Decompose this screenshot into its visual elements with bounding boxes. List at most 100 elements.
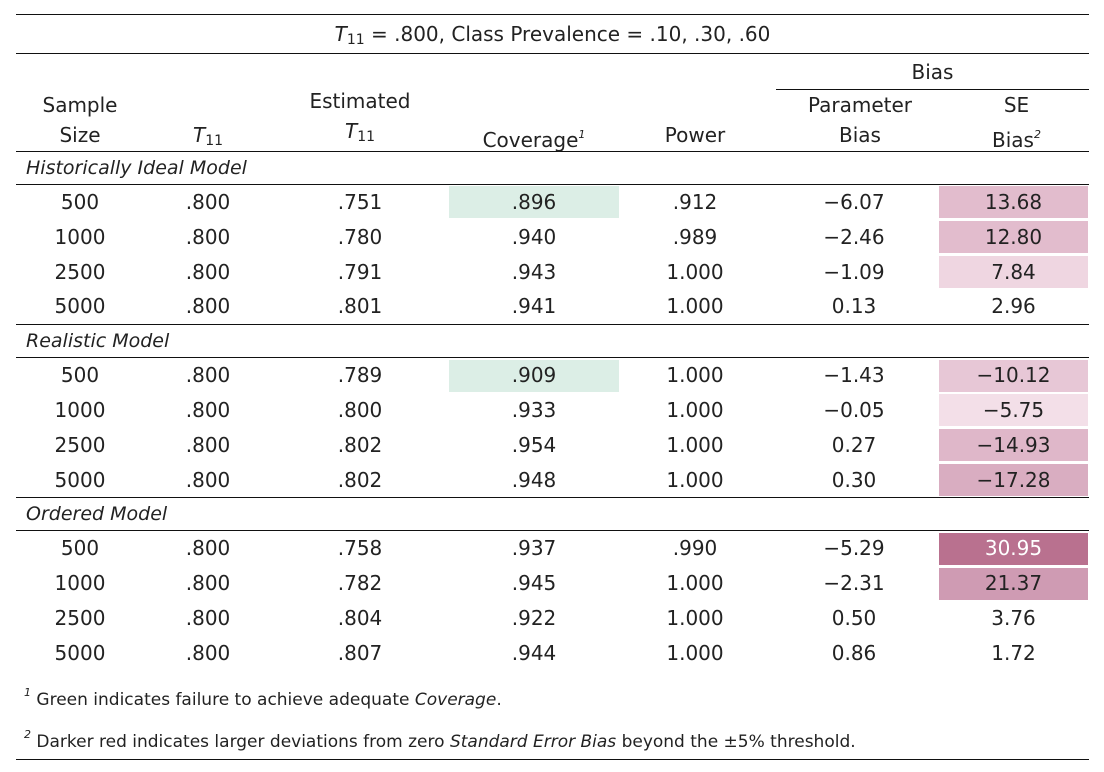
se-bias-cell: 30.95 [939,532,1088,565]
parameter-bias-cell: −2.31 [823,571,885,596]
parameter-bias-cell: 0.13 [831,294,877,319]
results-table: T11 = .800, Class Prevalence = .10, .30,… [16,14,1089,760]
sample-size-cell: 2500 [54,259,106,284]
header-se-footnote-mark: 2 [1033,128,1041,141]
group-rule [16,324,1089,326]
header-sample-line2: Size [59,123,101,147]
sample-size-cell: 2500 [54,432,106,457]
se-bias-cell: 12.80 [939,221,1088,254]
coverage-cell: .937 [511,536,557,561]
table-title: T11 = .800, Class Prevalence = .10, .30,… [16,15,1089,53]
table-header: Bias Sample Size T11 Estimated T11 Cover… [16,54,1089,152]
estimated-t11-cell: .802 [337,432,383,457]
power-cell: .990 [672,536,718,561]
top-rule [16,14,1089,15]
t11-cell: .800 [185,294,231,319]
se-bias-cell: −5.75 [939,394,1088,427]
group-label: Realistic Model [26,330,170,353]
estimated-t11-cell: .804 [337,605,383,630]
estimated-t11-cell: .791 [337,259,383,284]
header-power: Power [664,123,726,147]
se-bias-cell: −17.28 [939,463,1088,496]
coverage-cell: .948 [511,467,557,492]
header-param-line2: Bias [839,123,881,147]
table-row: 2500 .800 .791 .943 1.000 −1.09 7.84 [16,255,1089,290]
parameter-bias-cell: −5.29 [823,536,885,561]
table-notes: 1 Green indicates failure to achieve ade… [16,671,1089,755]
t11-cell: .800 [185,397,231,422]
header-estimated-t11: Estimated T11 [272,86,448,152]
group-rule [16,151,1089,152]
estimated-t11-cell: .758 [337,536,383,561]
title-rule [16,53,1089,54]
parameter-bias-cell: 0.30 [831,467,877,492]
coverage-cell: .954 [511,432,557,457]
estimated-t11-cell: .751 [337,190,383,214]
coverage-cell: .941 [511,294,557,319]
bias-group-rule [776,89,1089,90]
parameter-bias-cell: −1.43 [823,363,885,388]
footnote-2-end: beyond the ±5% threshold. [616,731,856,752]
table-row: 500 .800 .758 .937 .990 −5.29 30.95 [16,531,1089,566]
se-bias-cell: 1.72 [991,640,1036,665]
estimated-t11-cell: .801 [337,294,383,319]
header-estimated-subscript: 11 [357,129,376,145]
power-cell: .912 [672,190,718,214]
power-cell: 1.000 [666,397,724,422]
t11-cell: .800 [185,432,231,457]
header-se-line2: Bias [992,128,1034,152]
sample-size-cell: 500 [60,363,100,388]
se-bias-cell: 2.96 [991,294,1036,319]
title-text: = .800, Class Prevalence = .10, .30, .60 [364,22,771,46]
t11-cell: .800 [185,536,231,561]
power-cell: 1.000 [666,467,724,492]
sample-size-cell: 1000 [54,571,106,596]
coverage-cell: .933 [511,397,557,422]
sample-size-cell: 2500 [54,605,106,630]
sample-size-cell: 500 [60,536,100,561]
header-se-line1: SE [1003,93,1030,117]
power-cell: 1.000 [666,363,724,388]
header-se-bias: SE Bias2 [944,90,1089,155]
header-coverage-footnote-mark: 1 [578,128,586,141]
table-row: 5000 .800 .802 .948 1.000 0.30 −17.28 [16,463,1089,498]
power-cell: 1.000 [666,571,724,596]
header-t11-symbol: T [192,123,206,147]
footnote-1-mark: 1 [24,685,31,699]
footnote-2-italic: Standard Error Bias [449,731,617,752]
group-label: Historically Ideal Model [26,157,247,179]
power-cell: .989 [672,224,718,249]
header-param-line1: Parameter [807,93,913,117]
table-row: 2500 .800 .804 .922 1.000 0.50 3.76 [16,601,1089,636]
header-coverage-label: Coverage [482,128,579,152]
group-label-rule [16,184,1089,185]
footnote-1-text: Green indicates failure to achieve adequ… [31,689,415,710]
table-row: 500 .800 .751 .896 .912 −6.07 13.68 [16,185,1089,220]
title-t-subscript: 11 [346,32,365,48]
header-t11: T11 [144,120,272,156]
bias-group-label: Bias [911,60,954,84]
table-row: 1000 .800 .780 .940 .989 −2.46 12.80 [16,220,1089,255]
estimated-t11-cell: .800 [337,397,383,422]
se-bias-cell: 13.68 [939,186,1088,219]
parameter-bias-cell: 0.50 [831,605,877,630]
t11-cell: .800 [185,571,231,596]
parameter-bias-cell: −2.46 [823,224,885,249]
power-cell: 1.000 [666,605,724,630]
group-label: Ordered Model [26,503,168,526]
parameter-bias-cell: 0.27 [831,432,877,457]
table-row: 500 .800 .789 .909 1.000 −1.43 −10.12 [16,358,1089,393]
sample-size-cell: 5000 [54,640,106,665]
sample-size-cell: 1000 [54,224,106,249]
footnote-1-italic: Coverage [414,689,497,710]
t11-cell: .800 [185,259,231,284]
group-label-rule [16,357,1089,359]
footnote-1: 1 Green indicates failure to achieve ade… [16,671,1089,715]
group-label-rule [16,530,1089,532]
se-bias-cell: −14.93 [939,429,1088,462]
t11-cell: .800 [185,640,231,665]
parameter-bias-cell: −1.09 [823,259,885,284]
parameter-bias-cell: −0.05 [823,397,885,422]
header-parameter-bias: Parameter Bias [776,90,944,150]
coverage-cell: .945 [511,571,557,596]
